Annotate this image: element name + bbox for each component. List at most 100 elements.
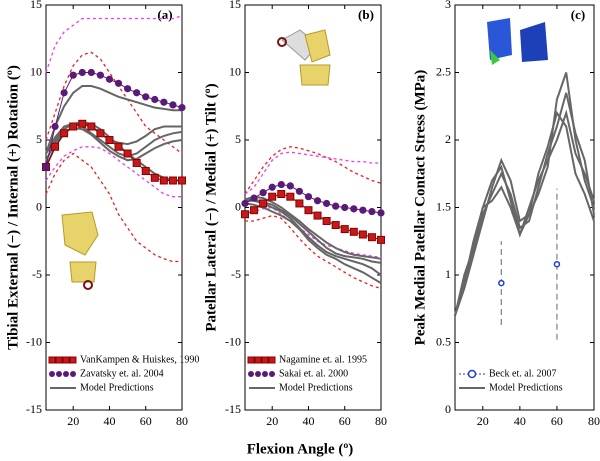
inset-b — [277, 29, 331, 86]
marker — [277, 180, 285, 189]
sd-lower — [45, 152, 182, 263]
marker — [268, 183, 276, 191]
sd-upper — [45, 51, 183, 155]
marker — [51, 142, 60, 151]
x-tick-label: 80 — [375, 414, 387, 428]
marker — [124, 85, 132, 93]
marker — [178, 176, 186, 185]
sd-lower — [45, 146, 182, 198]
marker — [42, 163, 50, 171]
legend-marker — [56, 371, 62, 377]
legend-marker — [49, 371, 55, 377]
marker — [323, 199, 331, 208]
marker — [277, 190, 286, 198]
marker — [151, 95, 159, 104]
plot-frame — [454, 4, 595, 411]
y-axis-title: Patellar Lateral (−) / Medial (+) Tilt (… — [203, 83, 219, 331]
marker — [359, 206, 367, 214]
y-tick-label: 2 — [445, 132, 451, 146]
legend-label: Model Predictions — [80, 382, 154, 393]
marker — [304, 193, 313, 201]
marker — [358, 230, 367, 239]
x-tick-label: 60 — [140, 414, 152, 428]
marker — [350, 205, 358, 213]
x-axis-title: Flexion Angle (º) — [247, 441, 354, 457]
marker — [142, 93, 150, 101]
marker — [349, 227, 358, 236]
marker — [304, 206, 313, 215]
legend-marker — [248, 371, 254, 377]
marker — [78, 119, 87, 128]
y-tick-label: 10 — [30, 64, 42, 78]
panel-label: (c) — [571, 7, 585, 22]
model-curve — [244, 198, 382, 264]
panel-label: (a) — [157, 7, 172, 22]
y-tick-label: 15 — [30, 0, 42, 11]
marker — [150, 173, 159, 182]
legend-marker — [467, 369, 477, 379]
marker — [105, 136, 114, 144]
marker — [105, 75, 114, 83]
marker — [295, 187, 303, 195]
y-tick-label: 0.5 — [436, 334, 451, 348]
x-tick-label: 40 — [514, 414, 526, 428]
marker — [241, 210, 249, 219]
x-tick-label: 80 — [588, 414, 600, 428]
marker — [123, 149, 132, 158]
marker — [313, 197, 322, 205]
legend-marker — [269, 371, 275, 377]
y-tick-label: 5 — [235, 132, 241, 146]
marker — [69, 71, 77, 79]
marker — [259, 189, 267, 197]
legend-marker — [55, 356, 63, 364]
marker — [377, 235, 385, 244]
marker — [96, 71, 104, 79]
sd-upper — [45, 15, 183, 73]
y-tick-label: -5 — [231, 267, 241, 281]
legend-label: Sakai et. al. 2000 — [279, 368, 348, 379]
model-curve — [45, 85, 182, 154]
y-axis-title: Peak Medial Patellar Contact Stress (MPa… — [412, 70, 428, 346]
x-tick-label: 40 — [103, 414, 115, 428]
marker — [60, 129, 69, 138]
legend-label: Beck et. al. 2007 — [489, 368, 556, 379]
model-curve — [454, 109, 595, 316]
legend-marker — [255, 371, 261, 377]
marker — [60, 89, 68, 97]
marker — [368, 207, 376, 216]
y-tick-label: 0 — [235, 199, 241, 213]
sd-upper — [244, 146, 382, 195]
y-tick-label: 15 — [229, 0, 241, 11]
panel-label: (b) — [358, 7, 374, 22]
marker — [51, 122, 59, 131]
marker — [498, 279, 505, 287]
y-tick-label: 2.5 — [436, 64, 451, 78]
y-tick-label: 3 — [445, 0, 451, 11]
marker — [322, 217, 331, 225]
y-tick-label: 10 — [229, 64, 241, 78]
marker — [132, 158, 141, 167]
x-tick-label: 80 — [176, 414, 188, 428]
legend-label: Zavatsky et. al. 2004 — [80, 368, 164, 379]
marker — [178, 104, 186, 112]
x-tick-label: 20 — [67, 414, 79, 428]
legend-marker — [62, 356, 70, 364]
marker — [96, 129, 105, 138]
marker — [286, 192, 295, 201]
marker — [114, 142, 123, 151]
legend-marker — [48, 356, 56, 364]
marker — [141, 167, 150, 176]
marker — [69, 122, 78, 131]
legend-marker — [70, 371, 76, 377]
sd-upper — [244, 151, 381, 195]
marker — [169, 101, 177, 109]
sd-lower — [244, 206, 382, 259]
marker — [78, 68, 86, 77]
marker — [160, 98, 168, 106]
plot-frame — [45, 4, 183, 411]
legend-marker — [69, 356, 77, 364]
marker — [331, 221, 340, 230]
marker — [295, 199, 304, 208]
marker — [367, 233, 376, 242]
marker — [159, 176, 168, 185]
